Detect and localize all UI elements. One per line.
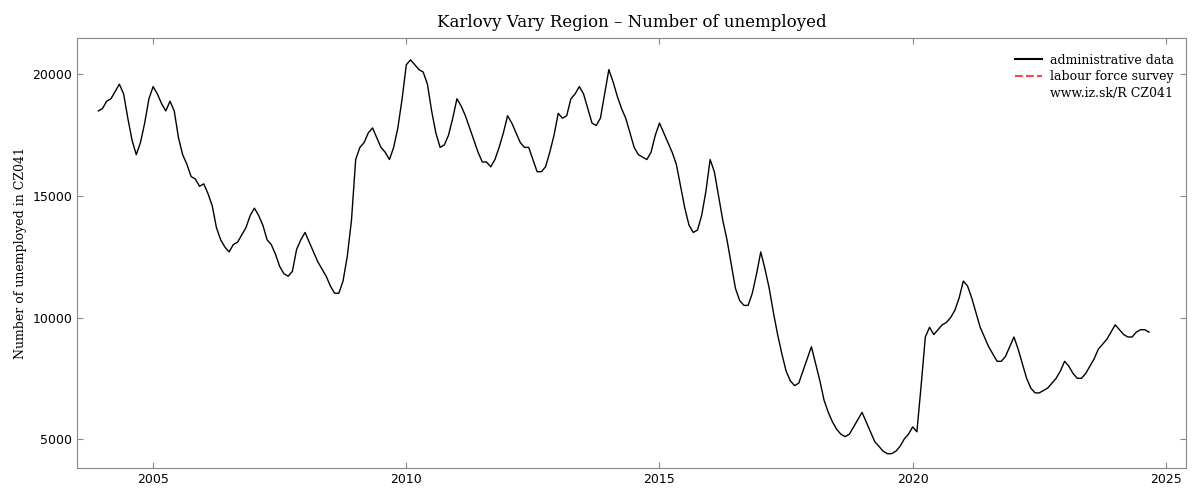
Legend: administrative data, labour force survey, www.iz.sk/R CZ041: administrative data, labour force survey… [1010, 48, 1178, 105]
Y-axis label: Number of unemployed in CZ041: Number of unemployed in CZ041 [14, 147, 26, 359]
Title: Karlovy Vary Region – Number of unemployed: Karlovy Vary Region – Number of unemploy… [437, 14, 827, 31]
